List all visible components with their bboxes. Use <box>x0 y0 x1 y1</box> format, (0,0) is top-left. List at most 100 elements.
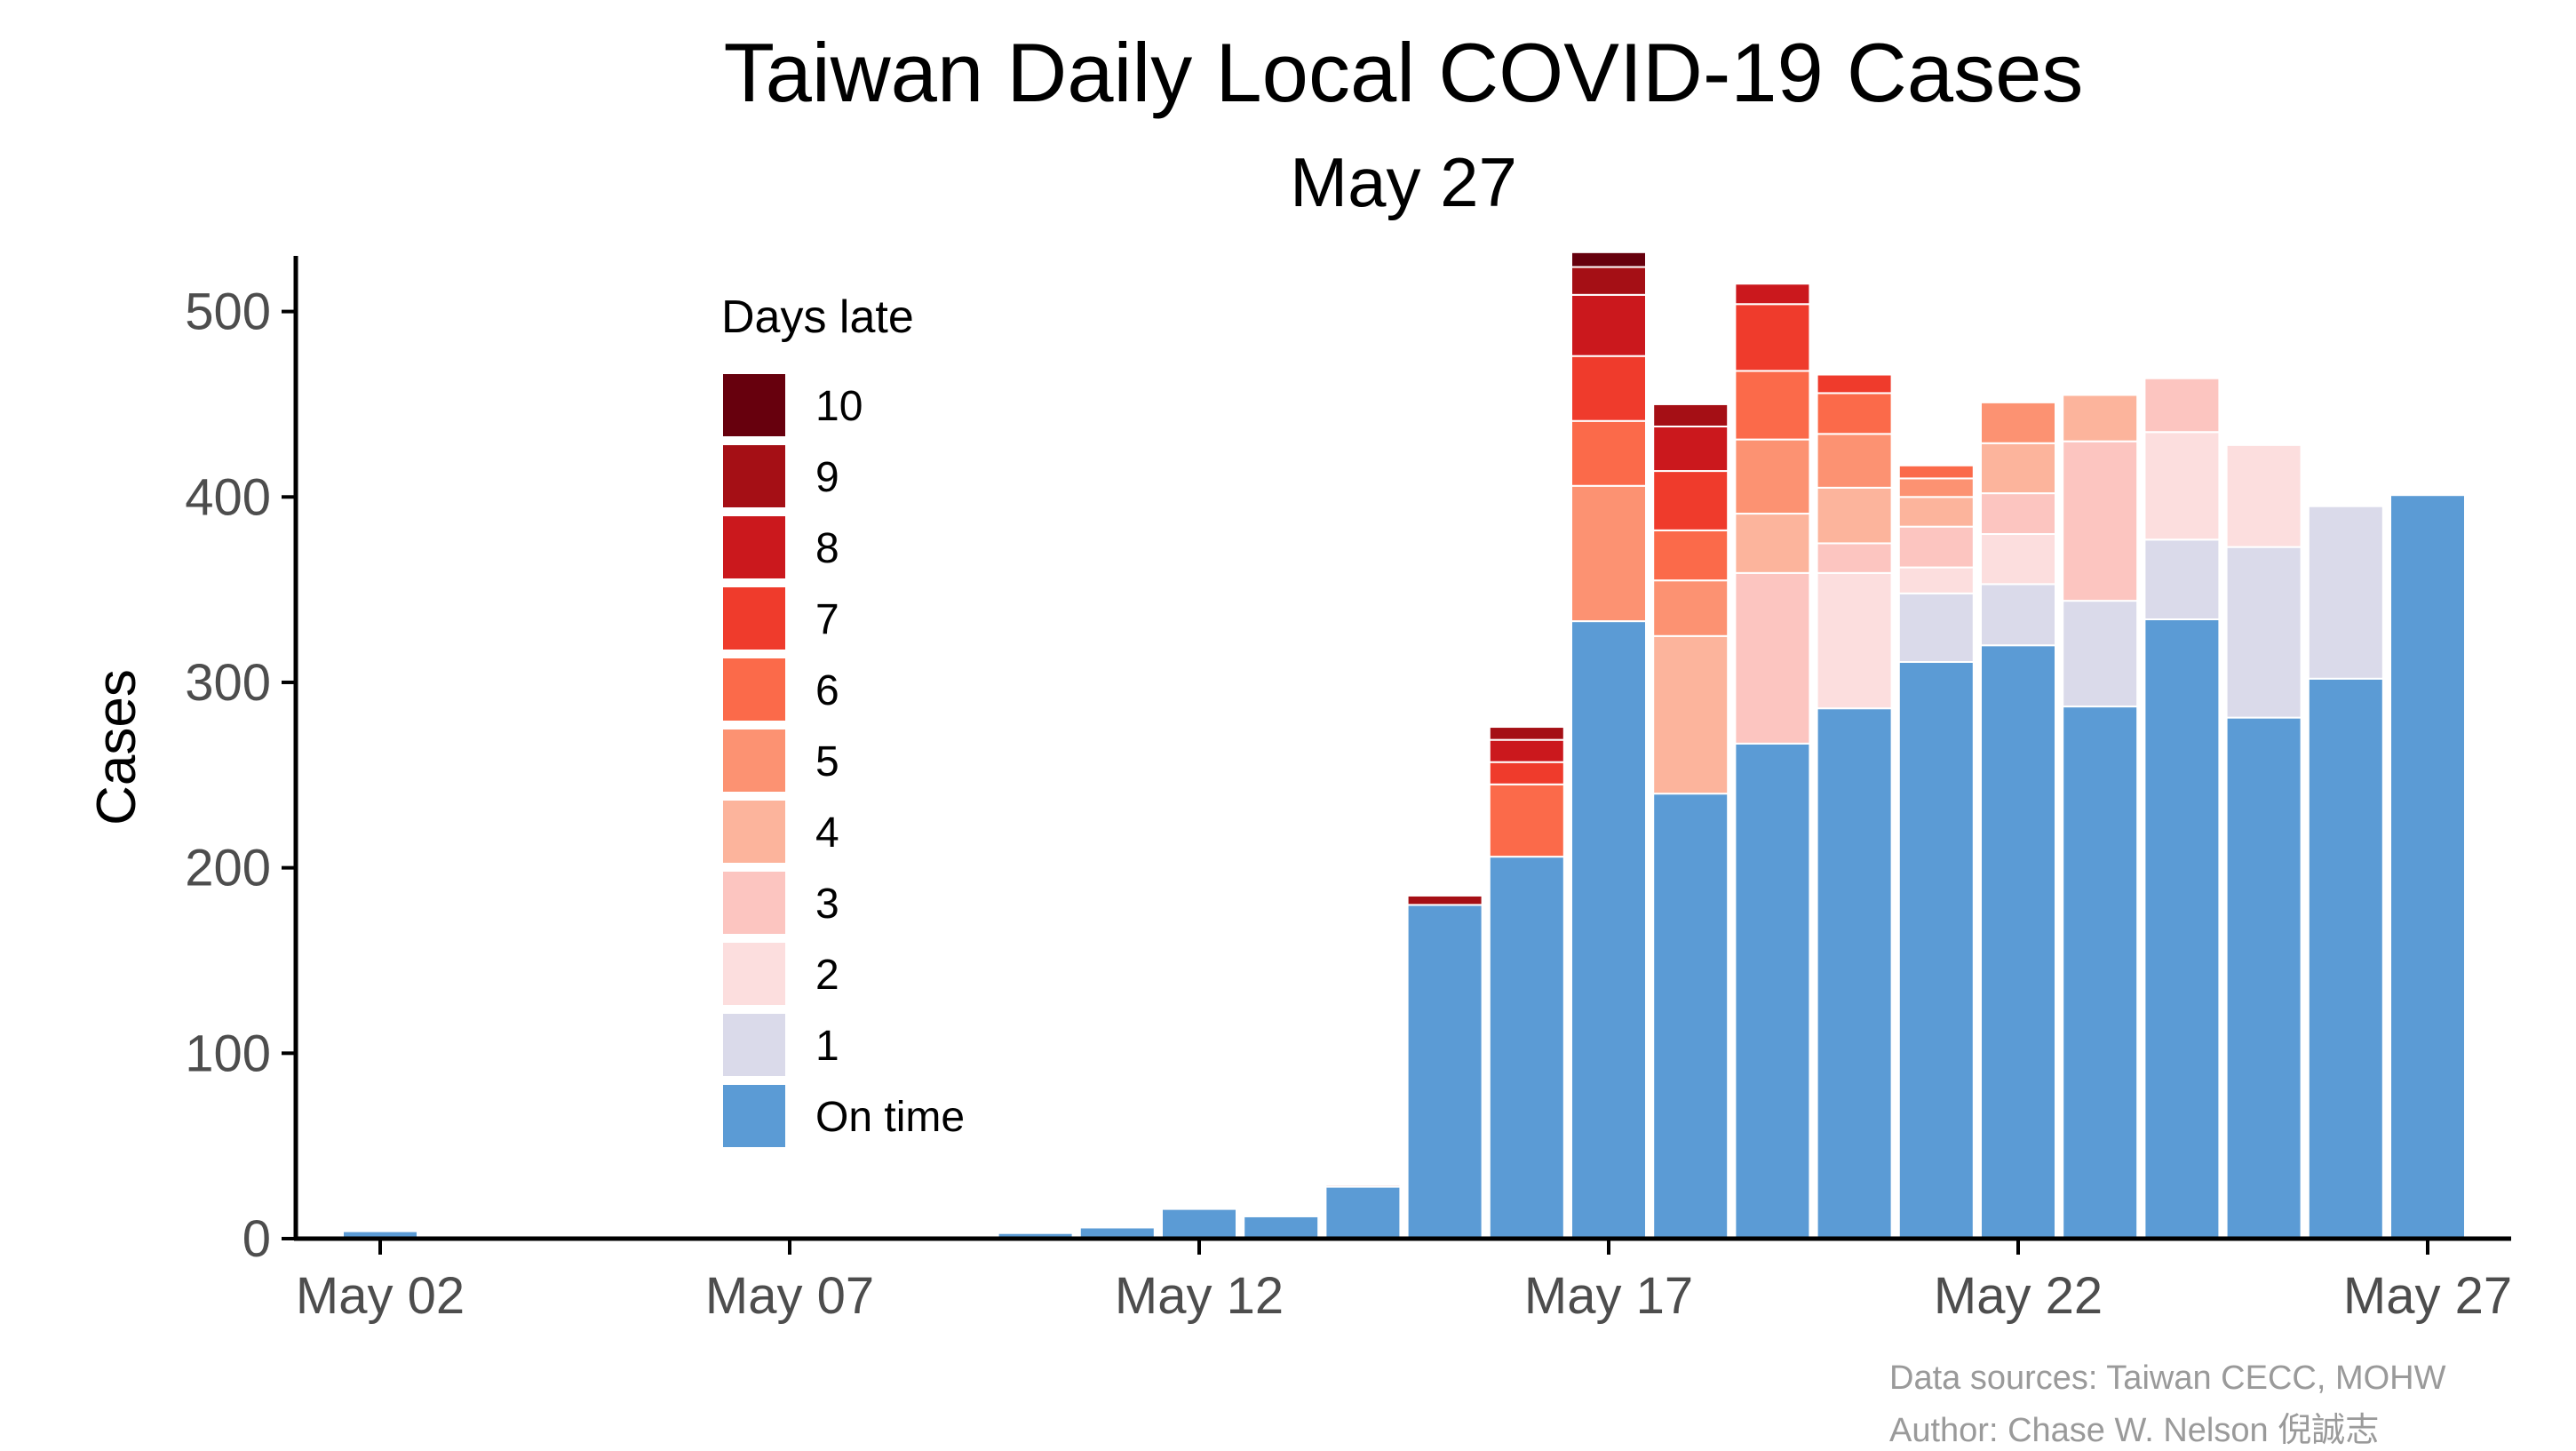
legend-swatch-9 <box>723 445 785 507</box>
bar-segment-may20-7 <box>1816 373 1893 395</box>
y-axis-title: Cases <box>86 669 147 825</box>
legend-swatch-1 <box>723 1014 785 1076</box>
x-tick-label: May 17 <box>1524 1267 1693 1325</box>
bar-segment-may21-6 <box>1897 464 1975 480</box>
bar-segment-may20-on-time <box>1816 707 1893 1240</box>
x-tick-label: May 27 <box>2343 1267 2512 1325</box>
credit-author: Author: Chase W. Nelson 倪誠志 <box>1889 1412 2380 1449</box>
legend-swatch-8 <box>723 516 785 578</box>
legend-swatch-4 <box>723 801 785 863</box>
bar-segment-may19-3 <box>1734 571 1811 745</box>
y-tick-label: 500 <box>185 283 271 341</box>
bar-segment-may24-2 <box>2143 431 2221 541</box>
bar-segment-may20-3 <box>1816 542 1893 574</box>
bar-segment-may20-5 <box>1816 433 1893 489</box>
bar-segment-may22-5 <box>1980 401 2056 444</box>
bar-segment-may23-4 <box>2062 394 2139 442</box>
legend-label-2: 2 <box>815 952 839 999</box>
bar-segment-may22-1 <box>1980 583 2056 647</box>
legend-label-10: 10 <box>815 383 863 430</box>
bar-segment-may16-8 <box>1488 738 1565 763</box>
legend-label-3: 3 <box>815 881 839 928</box>
bar-segment-may16-9 <box>1488 726 1565 741</box>
legend-swatch-10 <box>723 374 785 436</box>
bar-segment-may21-3 <box>1897 525 1975 569</box>
bar-segment-may18-6 <box>1652 529 1729 582</box>
y-tick-label: 100 <box>185 1024 271 1082</box>
y-tick-label: 0 <box>242 1210 271 1268</box>
bar-segment-may22-2 <box>1980 533 2056 586</box>
legend-label-4: 4 <box>815 809 839 857</box>
bar-segment-may19-6 <box>1734 370 1811 441</box>
legend-swatch-7 <box>723 587 785 650</box>
legend-swatch-3 <box>723 872 785 934</box>
bar-segment-may19-7 <box>1734 303 1811 372</box>
chart-title: Taiwan Daily Local COVID-19 Cases <box>723 26 2084 119</box>
bar-segment-may21-1 <box>1897 592 1975 664</box>
bar-segment-may21-4 <box>1897 496 1975 528</box>
bar-segment-may15-9 <box>1406 894 1483 906</box>
bar-segment-may18-on-time <box>1652 793 1729 1240</box>
legend-label-on-time: On time <box>815 1094 965 1141</box>
bar-segment-may17-9 <box>1570 266 1647 296</box>
x-tick-label: May 02 <box>296 1267 465 1325</box>
bar-segment-may17-10 <box>1570 251 1647 268</box>
bar-segment-may18-5 <box>1652 579 1729 637</box>
bar-segment-may24-3 <box>2143 377 2221 434</box>
bar-segment-may21-on-time <box>1897 661 1975 1240</box>
bar-segment-may23-on-time <box>2062 706 2139 1240</box>
bar-segment-may21-2 <box>1897 566 1975 594</box>
bar-segment-may12-on-time <box>1161 1208 1237 1240</box>
bar-segment-may26-1 <box>2307 505 2384 680</box>
bar-segment-may14-on-time <box>1324 1185 1402 1240</box>
bar-segment-may23-1 <box>2062 600 2139 708</box>
bar-segment-may18-4 <box>1652 634 1729 795</box>
legend-label-8: 8 <box>815 525 839 572</box>
bar-segment-may15-on-time <box>1406 904 1483 1240</box>
legend-label-9: 9 <box>815 454 839 501</box>
legend-label-5: 5 <box>815 738 839 785</box>
bar-segment-may17-on-time <box>1570 620 1647 1240</box>
bar-segment-may14-9 <box>1324 1184 1402 1188</box>
bar-segment-may25-1 <box>2225 546 2302 719</box>
x-tick-label: May 07 <box>705 1267 874 1325</box>
bar-segment-may22-on-time <box>1980 644 2056 1240</box>
x-tick-label: May 22 <box>1934 1267 2103 1325</box>
chart-subtitle: May 27 <box>1290 143 1517 221</box>
bar-segment-may17-6 <box>1570 419 1647 487</box>
bar-segment-may18-8 <box>1652 425 1729 473</box>
bar-segment-may20-2 <box>1816 571 1893 710</box>
bar-segment-may17-5 <box>1570 484 1647 623</box>
bar-segment-may19-on-time <box>1734 742 1811 1240</box>
y-tick-label: 300 <box>185 654 271 712</box>
bar-segment-may25-on-time <box>2225 716 2302 1240</box>
bars-group <box>342 251 2466 1240</box>
legend: Days late 10 9 8 7 6 5 4 3 2 1 On time <box>721 291 965 1147</box>
bar-segment-may16-on-time <box>1488 856 1565 1240</box>
legend-swatch-5 <box>723 729 785 792</box>
x-tick-label: May 12 <box>1115 1267 1284 1325</box>
bar-segment-may25-2 <box>2225 443 2302 548</box>
axes-group: 0 100 200 300 400 500 May 02 May 07 May 12 May 17… <box>86 256 2512 1325</box>
bar-segment-may24-1 <box>2143 538 2221 621</box>
bar-segment-may18-7 <box>1652 470 1729 531</box>
legend-title: Days late <box>721 291 914 343</box>
legend-label-1: 1 <box>815 1023 839 1070</box>
bar-segment-may22-4 <box>1980 442 2056 495</box>
bar-segment-may19-5 <box>1734 438 1811 515</box>
bar-segment-may16-7 <box>1488 761 1565 785</box>
legend-swatch-2 <box>723 943 785 1005</box>
bar-segment-may26-on-time <box>2307 677 2384 1240</box>
bar-segment-may21-5 <box>1897 477 1975 498</box>
legend-swatch-6 <box>723 658 785 721</box>
credit-data-sources: Data sources: Taiwan CECC, MOHW <box>1889 1359 2446 1397</box>
bar-segment-may27-on-time <box>2389 494 2466 1240</box>
bar-segment-may20-4 <box>1816 486 1893 545</box>
legend-label-6: 6 <box>815 667 839 714</box>
y-tick-label: 200 <box>185 840 271 897</box>
bar-segment-may17-7 <box>1570 355 1647 422</box>
bar-segment-may19-8 <box>1734 283 1811 306</box>
legend-label-7: 7 <box>815 596 839 643</box>
y-tick-label: 400 <box>185 468 271 526</box>
